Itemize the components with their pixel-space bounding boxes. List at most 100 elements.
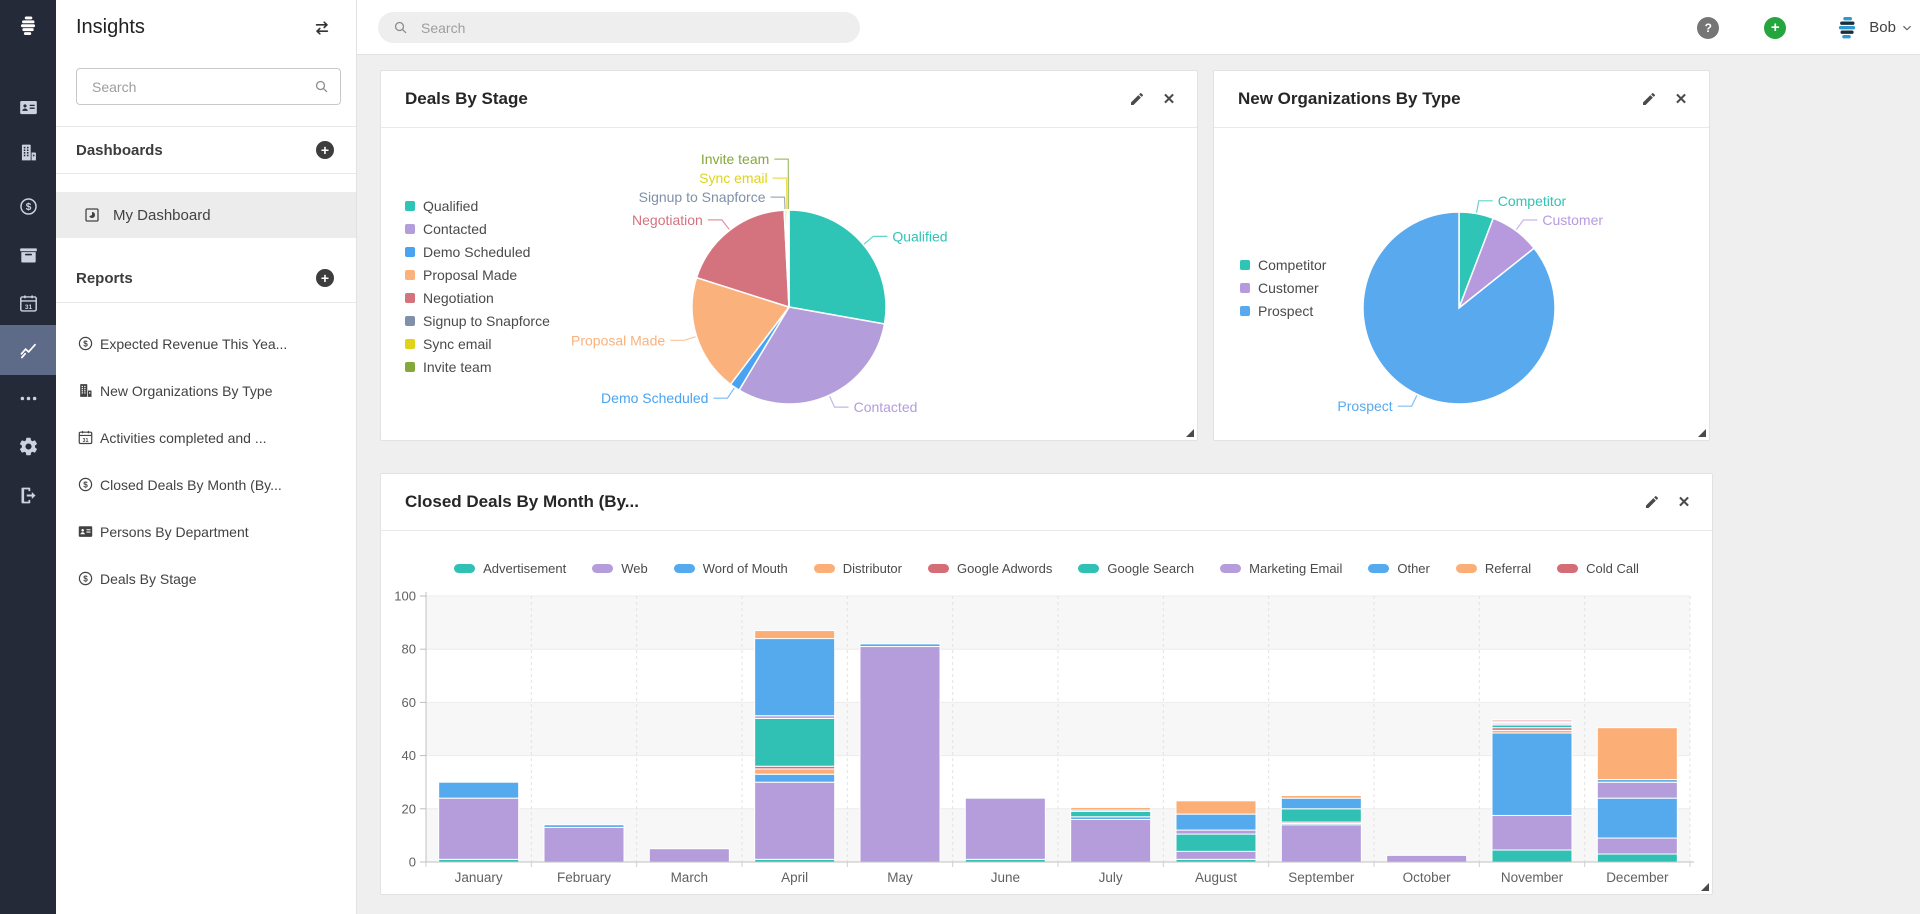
bar-segment-web[interactable] bbox=[1386, 854, 1468, 863]
bar-segment-web[interactable] bbox=[1596, 837, 1678, 855]
pie-slice-invite-team[interactable] bbox=[787, 209, 790, 308]
bar-segment-web[interactable] bbox=[438, 797, 520, 860]
edit-pencil-icon[interactable] bbox=[1644, 494, 1660, 510]
bar-segment-google-search[interactable] bbox=[1280, 808, 1362, 823]
sidebar-search-input[interactable] bbox=[90, 77, 313, 96]
rail-item-insights-chart[interactable] bbox=[0, 325, 56, 375]
legend-item[interactable]: Contacted bbox=[405, 217, 550, 240]
bar-segment-word-of-mouth[interactable] bbox=[859, 643, 941, 648]
bar-segment-word-of-mouth[interactable] bbox=[1491, 732, 1573, 816]
bar-segment-other[interactable] bbox=[754, 638, 836, 717]
bar-segment-web[interactable] bbox=[964, 797, 1046, 860]
legend-item[interactable]: Signup to Snapforce bbox=[405, 309, 550, 332]
chevron-down-icon[interactable] bbox=[1900, 21, 1914, 35]
legend-item[interactable]: Distributor bbox=[813, 561, 902, 576]
rail-item-calendar[interactable]: 31 bbox=[0, 281, 56, 325]
bar-segment-advertisement[interactable] bbox=[1491, 849, 1573, 863]
rail-item-contacts-badge[interactable] bbox=[0, 85, 56, 129]
user-avatar[interactable] bbox=[1832, 13, 1862, 43]
legend-item[interactable]: Proposal Made bbox=[405, 263, 550, 286]
legend-item[interactable]: Demo Scheduled bbox=[405, 240, 550, 263]
bar-segment-word-of-mouth[interactable] bbox=[543, 824, 625, 828]
report-item[interactable]: $ Deals By Stage bbox=[56, 555, 356, 602]
bar-segment-word-of-mouth[interactable] bbox=[438, 781, 520, 799]
pie-slice-qualified[interactable] bbox=[788, 209, 887, 325]
legend-item[interactable]: Google Search bbox=[1078, 561, 1194, 576]
help-button[interactable]: ? bbox=[1697, 16, 1720, 39]
bar-segment-web[interactable] bbox=[1070, 818, 1152, 863]
legend-item[interactable]: Negotiation bbox=[405, 286, 550, 309]
close-icon[interactable]: ✕ bbox=[1677, 494, 1691, 511]
bar-segment-marketing-email[interactable] bbox=[1596, 781, 1678, 799]
bar-segment-web[interactable] bbox=[1491, 814, 1573, 851]
legend-item[interactable]: Qualified bbox=[405, 194, 550, 217]
add-dashboard-button[interactable]: + bbox=[316, 141, 334, 159]
report-item[interactable]: 31 Activities completed and ... bbox=[56, 414, 356, 461]
add-report-button[interactable]: + bbox=[316, 269, 334, 287]
swap-horizontal-icon[interactable] bbox=[312, 18, 332, 38]
legend-item[interactable]: Word of Mouth bbox=[673, 561, 788, 576]
bar-segment-referral[interactable] bbox=[754, 630, 836, 640]
bar-segment-web[interactable] bbox=[1280, 824, 1362, 863]
bar-segment-advertisement[interactable] bbox=[1596, 853, 1678, 863]
pie-slice-contacted[interactable] bbox=[738, 306, 886, 405]
bar-segment-other[interactable] bbox=[1175, 813, 1257, 831]
bar-segment-google-search[interactable] bbox=[754, 717, 836, 767]
legend-item[interactable]: Competitor bbox=[1240, 253, 1326, 276]
legend-item[interactable]: Sync email bbox=[405, 332, 550, 355]
report-item[interactable]: New Organizations By Type bbox=[56, 367, 356, 414]
bar-segment-web[interactable] bbox=[859, 646, 941, 863]
legend-item[interactable]: Prospect bbox=[1240, 299, 1326, 322]
rail-item-organizations-building[interactable] bbox=[0, 130, 56, 174]
legend-item[interactable]: Customer bbox=[1240, 276, 1326, 299]
sidebar-search-box[interactable] bbox=[76, 68, 341, 105]
report-item[interactable]: $ Closed Deals By Month (By... bbox=[56, 461, 356, 508]
close-icon[interactable]: ✕ bbox=[1162, 91, 1176, 108]
bar-segment-referral[interactable] bbox=[1175, 800, 1257, 815]
resize-handle[interactable] bbox=[1186, 429, 1194, 437]
bar-segment-web[interactable] bbox=[648, 848, 730, 863]
pie-slice-proposal-made[interactable] bbox=[691, 276, 791, 386]
legend-item[interactable]: Referral bbox=[1455, 561, 1531, 576]
pie-slice-negotiation[interactable] bbox=[695, 209, 790, 309]
global-search-input[interactable] bbox=[419, 18, 848, 37]
bar-segment-marketing-email[interactable] bbox=[1175, 829, 1257, 835]
bar-segment-cold-call[interactable] bbox=[1491, 719, 1573, 722]
legend-item[interactable]: Web bbox=[592, 561, 648, 576]
rail-item-deals-dollar[interactable]: $ bbox=[0, 184, 56, 228]
legend-item[interactable]: Marketing Email bbox=[1220, 561, 1342, 576]
bar-segment-google-search[interactable] bbox=[1070, 810, 1152, 818]
pie-slice-prospect[interactable] bbox=[1362, 211, 1556, 405]
bar-segment-web[interactable] bbox=[1175, 850, 1257, 860]
rail-item-snapforce-logo[interactable] bbox=[0, 4, 56, 48]
report-item[interactable]: $ Expected Revenue This Yea... bbox=[56, 320, 356, 367]
bar-segment-referral[interactable] bbox=[1280, 795, 1362, 799]
bar-segment-word-of-mouth[interactable] bbox=[754, 773, 836, 783]
legend-item[interactable]: Advertisement bbox=[454, 561, 566, 576]
user-name[interactable]: Bob bbox=[1869, 19, 1896, 36]
rail-item-logout[interactable] bbox=[0, 473, 56, 517]
legend-item[interactable]: Google Adwords bbox=[928, 561, 1052, 576]
bar-segment-referral[interactable] bbox=[1070, 806, 1152, 811]
legend-item[interactable]: Cold Call bbox=[1557, 561, 1639, 576]
bar-segment-web[interactable] bbox=[543, 826, 625, 863]
rail-item-archive-box[interactable] bbox=[0, 233, 56, 277]
legend-item[interactable]: Invite team bbox=[405, 355, 550, 378]
close-icon[interactable]: ✕ bbox=[1674, 91, 1688, 108]
resize-handle[interactable] bbox=[1701, 883, 1709, 891]
bar-segment-word-of-mouth[interactable] bbox=[1596, 797, 1678, 839]
add-new-button[interactable]: + bbox=[1764, 16, 1787, 39]
edit-pencil-icon[interactable] bbox=[1129, 91, 1145, 107]
legend-item[interactable]: Other bbox=[1368, 561, 1430, 576]
rail-item-settings-gear[interactable] bbox=[0, 424, 56, 468]
edit-pencil-icon[interactable] bbox=[1641, 91, 1657, 107]
bar-segment-referral[interactable] bbox=[1596, 727, 1678, 781]
global-search-box[interactable] bbox=[378, 12, 860, 43]
bar-segment-google-search[interactable] bbox=[1175, 833, 1257, 852]
dashboard-item[interactable]: My Dashboard bbox=[56, 192, 356, 238]
report-item[interactable]: Persons By Department bbox=[56, 508, 356, 555]
bar-segment-distributor[interactable] bbox=[754, 768, 836, 775]
bar-segment-web[interactable] bbox=[754, 781, 836, 860]
resize-handle[interactable] bbox=[1698, 429, 1706, 437]
bar-segment-other[interactable] bbox=[1280, 797, 1362, 810]
